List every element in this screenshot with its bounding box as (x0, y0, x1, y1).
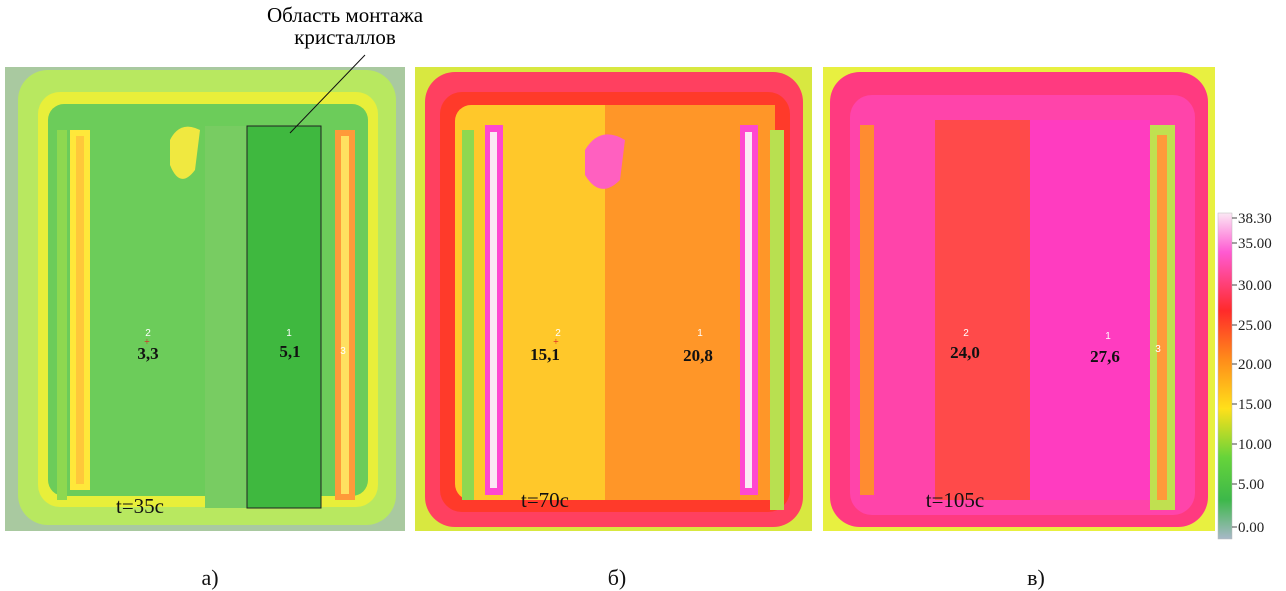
colorbar-tick-label: 5.00 (1238, 477, 1264, 493)
figure: Область монтажа кристаллов 2 + 3,3 1 5,1… (0, 0, 1286, 591)
time-label: t=35c (116, 494, 164, 518)
point-value: 24,0 (950, 343, 980, 362)
thermal-image-b (415, 67, 812, 531)
point-id: 2 (963, 328, 969, 339)
panel-caption: б) (608, 565, 627, 590)
colorbar-tick-label: 35.00 (1238, 236, 1272, 252)
colorbar-tick-label: 15.00 (1238, 397, 1272, 413)
thermal-image-a (5, 67, 405, 531)
panel-caption: в) (1027, 565, 1045, 590)
colorbar-tick-label: 0.00 (1238, 520, 1264, 536)
point-id: 1 (286, 328, 292, 339)
point-value: 15,1 (530, 345, 560, 364)
annotation: Область монтажа (267, 3, 424, 27)
colorbar-tick-label: 20.00 (1238, 357, 1272, 373)
point-id: 3 (1155, 344, 1161, 355)
point-value: 5,1 (279, 342, 300, 361)
point-id: 1 (697, 328, 703, 339)
time-label: t=105c (926, 488, 985, 512)
point-value: 20,8 (683, 346, 713, 365)
point-value: 3,3 (137, 344, 158, 363)
point-value: 27,6 (1090, 347, 1120, 366)
colorbar: 38.30 35.00 30.00 25.00 20.00 15.00 10.00 5.00 0… (1218, 211, 1272, 539)
point-id: 3 (340, 346, 346, 357)
colorbar-tick-label: 38.30 (1238, 211, 1272, 227)
time-label: t=70c (521, 488, 569, 512)
colorbar-tick-label: 30.00 (1238, 278, 1272, 294)
colorbar-tick-label: 10.00 (1238, 437, 1272, 453)
colorbar-tick-label: 25.00 (1238, 318, 1272, 334)
panel-caption: а) (201, 565, 218, 590)
point-id: 1 (1105, 331, 1111, 342)
colorbar-gradient (1218, 213, 1232, 539)
annotation: кристаллов (294, 25, 396, 49)
thermal-image-c (823, 67, 1215, 531)
